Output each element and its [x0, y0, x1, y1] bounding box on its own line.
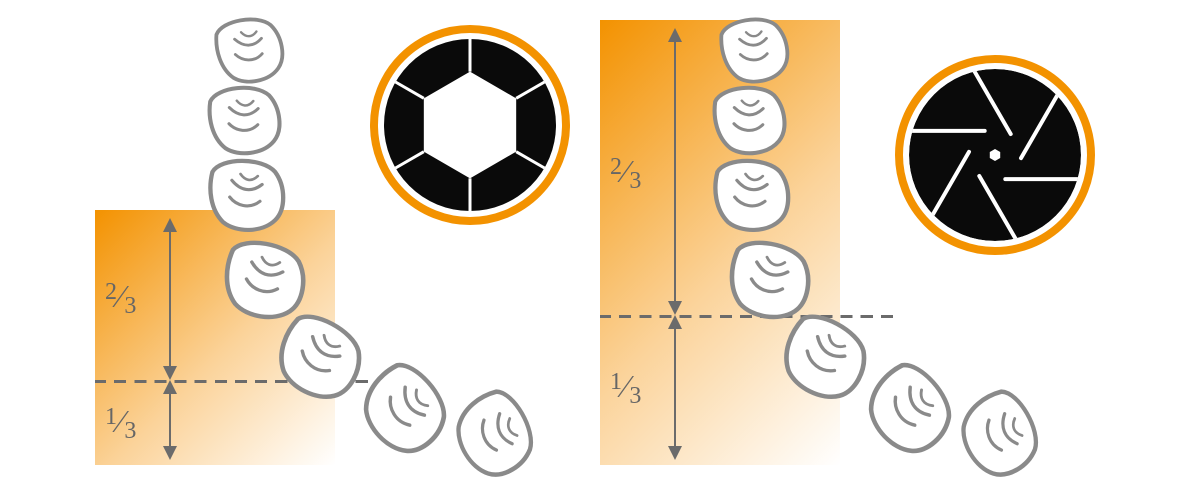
- tooth-icon: [445, 384, 544, 486]
- tooth-icon: [725, 238, 814, 323]
- tooth-icon: [773, 308, 877, 409]
- aperture-icon-wrap: [370, 25, 570, 225]
- tooth-icon: [268, 308, 372, 409]
- tooth-icon: [210, 161, 283, 230]
- tooth-icon: [213, 14, 287, 87]
- tooth-icon: [712, 84, 787, 157]
- tooth-icon: [950, 384, 1049, 486]
- tooth-icon: [718, 14, 792, 87]
- right-panel: 2⁄31⁄3: [600, 0, 1105, 500]
- tooth-icon: [351, 356, 459, 464]
- aperture-icon-wrap: [895, 55, 1095, 255]
- diagram-canvas: 2⁄31⁄3 2⁄31⁄3: [0, 0, 1200, 500]
- tooth-icon: [220, 238, 309, 323]
- aperture-icon: [370, 25, 570, 225]
- tooth-icon: [856, 356, 964, 464]
- left-panel: 2⁄31⁄3: [95, 0, 600, 500]
- tooth-icon: [207, 84, 282, 157]
- aperture-icon: [895, 55, 1095, 255]
- tooth-icon: [715, 161, 788, 230]
